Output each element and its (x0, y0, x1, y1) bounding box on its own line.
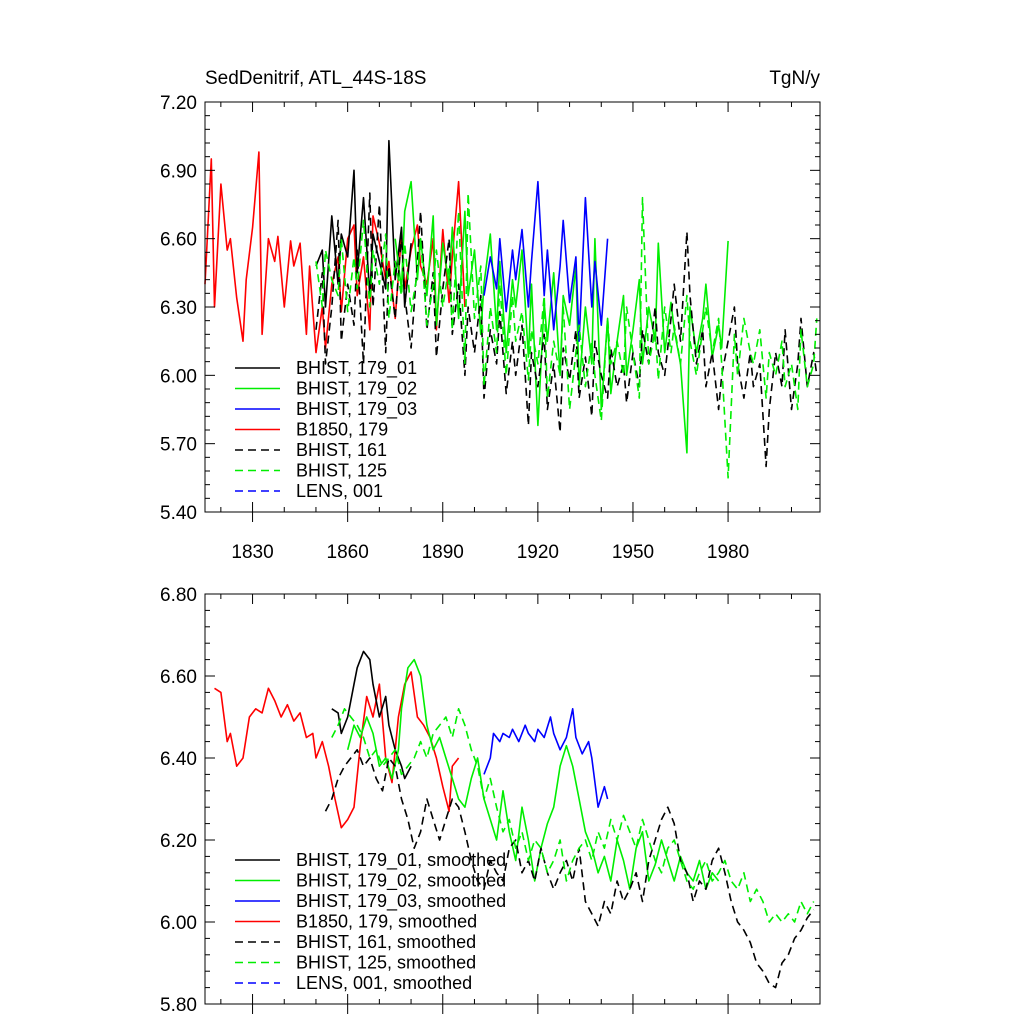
top-series-bhist-179-02 (394, 180, 729, 454)
bottom-legend-label: BHIST, 179_02, smoothed (296, 871, 506, 892)
top-ytick-label: 5.70 (160, 435, 197, 456)
bottom-legend-label: B1850, 179, smoothed (296, 912, 477, 932)
bottom-axes: 5.80 6.00 6.20 6.40 6.60 6.80 (160, 585, 820, 1016)
top-plot-frame (204, 101, 821, 513)
top-series-layer (204, 139, 818, 479)
bottom-series-bhist-179-01-smoothed (331, 650, 412, 780)
top-xtick-label: 1890 (422, 542, 464, 563)
top-panel: SedDenitrif, ATL_44S-18S TgN/y BHIST, 17… (160, 68, 821, 563)
bottom-series-bhist-161-smoothed (324, 748, 815, 989)
bottom-series-bhist-179-02-smoothed (346, 658, 720, 891)
bottom-plot-frame (204, 593, 821, 1005)
top-panel-title: SedDenitrif, ATL_44S-18S (205, 68, 426, 89)
top-axes: 5.40 5.70 6.00 6.30 6.60 6.90 7.20 1830 1860 1890… (160, 93, 820, 563)
top-ytick-label: 5.40 (160, 503, 197, 524)
top-series-bhist-179-03 (483, 180, 609, 343)
top-ytick-label: 6.60 (160, 230, 197, 251)
bottom-legend-label: LENS, 001, smoothed (296, 973, 472, 993)
bottom-ytick-label: 6.20 (160, 831, 197, 852)
top-legend-label: BHIST, 179_03 (296, 399, 417, 420)
bottom-ytick-label: 6.60 (160, 667, 197, 688)
top-legend-label: BHIST, 179_01 (296, 358, 417, 379)
bottom-ytick-label: 6.80 (160, 585, 197, 606)
top-xtick-label: 1830 (231, 542, 273, 563)
bottom-ytick-label: 6.00 (160, 913, 197, 934)
bottom-series-b1850-179-smoothed (214, 671, 460, 829)
top-series-bhist-179-01 (315, 139, 412, 308)
top-xtick-label: 1920 (517, 542, 559, 563)
bottom-legend-label: BHIST, 161, smoothed (296, 932, 476, 952)
top-series-bhist-125 (315, 192, 818, 479)
bottom-legend-label: BHIST, 179_01, smoothed (296, 850, 506, 871)
top-xtick-label: 1950 (612, 542, 654, 563)
top-series-b1850-179 (204, 151, 466, 354)
top-xtick-label: 1980 (707, 542, 749, 563)
top-legend-label: B1850, 179 (296, 420, 388, 440)
bottom-ytick-label: 5.80 (160, 995, 197, 1016)
top-ytick-label: 6.90 (160, 161, 197, 182)
top-legend-label: BHIST, 161 (296, 440, 387, 460)
bottom-series-layer (214, 650, 815, 989)
bottom-series-bhist-125-smoothed (331, 707, 815, 923)
top-ytick-label: 6.00 (160, 366, 197, 387)
top-xtick-label: 1860 (327, 542, 369, 563)
top-panel-units: TgN/y (769, 68, 820, 89)
bottom-legend-label: BHIST, 125, smoothed (296, 953, 476, 973)
bottom-legend-label: BHIST, 179_03, smoothed (296, 891, 506, 912)
bottom-series-bhist-179-03-smoothed (483, 707, 609, 809)
top-series-bhist-161 (315, 192, 818, 468)
top-ytick-label: 7.20 (160, 93, 197, 114)
top-ytick-label: 6.30 (160, 298, 197, 319)
top-legend-label: BHIST, 179_02 (296, 379, 417, 400)
top-legend-label: BHIST, 125 (296, 461, 387, 481)
top-legend-label: LENS, 001 (296, 481, 383, 501)
bottom-ytick-label: 6.40 (160, 749, 197, 770)
